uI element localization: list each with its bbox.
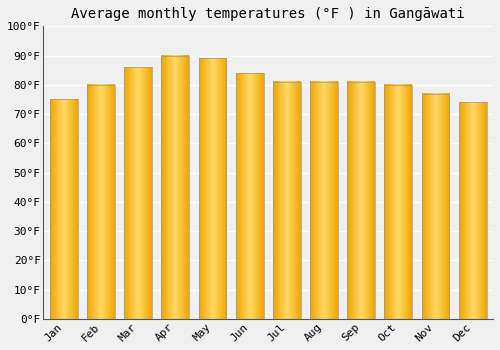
Bar [384, 85, 412, 319]
Bar [87, 85, 115, 319]
Bar [236, 73, 264, 319]
Bar [422, 93, 450, 319]
Bar [458, 102, 486, 319]
Bar [50, 99, 78, 319]
Bar [273, 82, 301, 319]
Bar [310, 82, 338, 319]
Bar [162, 56, 190, 319]
Title: Average monthly temperatures (°F ) in Gangāwati: Average monthly temperatures (°F ) in Ga… [72, 7, 465, 21]
Bar [198, 58, 226, 319]
Bar [124, 67, 152, 319]
Bar [347, 82, 375, 319]
